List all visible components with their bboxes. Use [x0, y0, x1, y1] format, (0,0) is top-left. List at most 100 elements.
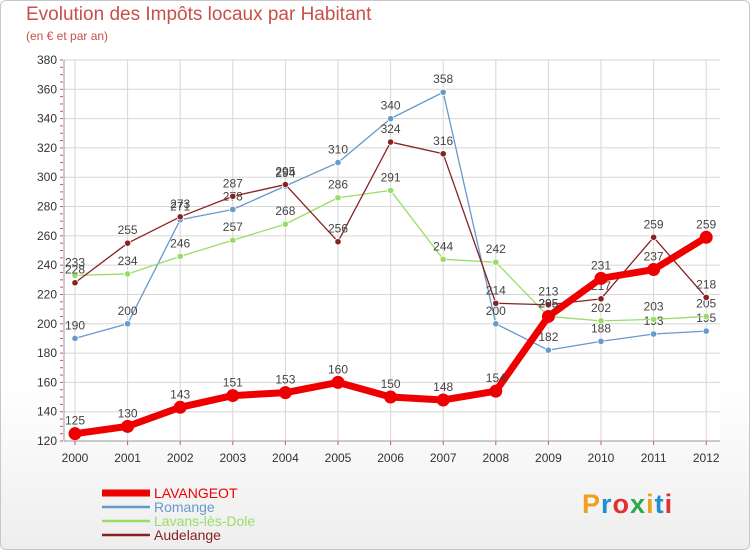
data-label-lavangeot: 150	[381, 377, 401, 391]
x-tick-label: 2010	[588, 451, 615, 465]
data-label-audelange: 273	[170, 197, 190, 211]
data-point-audelange	[229, 192, 237, 200]
data-point-romange	[597, 337, 605, 345]
data-label-audelange: 228	[65, 263, 85, 277]
data-point-audelange	[71, 279, 79, 287]
data-point-lavans-l-s-dole	[176, 252, 184, 260]
legend-label-romange: Romange	[154, 499, 215, 515]
x-tick-label: 2009	[535, 451, 562, 465]
data-label-audelange: 255	[118, 223, 138, 237]
y-tick-label: 140	[37, 405, 57, 419]
data-point-romange	[229, 205, 237, 214]
data-label-romange: 358	[433, 72, 453, 86]
data-label-lavangeot: 205	[538, 296, 558, 310]
data-point-lavangeot	[173, 400, 187, 414]
logo-letter: o	[612, 489, 631, 519]
data-label-lavangeot: 153	[275, 373, 295, 387]
y-tick-label: 360	[37, 82, 57, 96]
data-label-audelange: 259	[644, 217, 664, 231]
legend-label-lavans-l-s-dole: Lavans-lès-Dole	[154, 513, 255, 529]
logo-letter: P	[582, 489, 602, 519]
x-tick-label: 2003	[219, 451, 246, 465]
data-point-lavangeot	[278, 386, 292, 400]
data-label-audelange: 214	[486, 283, 506, 297]
data-point-audelange	[176, 213, 184, 221]
data-point-romange	[544, 346, 553, 354]
y-tick-label: 340	[37, 112, 57, 126]
proxiti-logo: Proxiti	[582, 489, 673, 520]
data-point-audelange	[124, 239, 132, 247]
data-point-lavangeot	[226, 389, 240, 403]
data-point-lavangeot	[68, 427, 82, 441]
data-label-audelange: 295	[275, 165, 295, 179]
data-label-lavangeot: 237	[644, 250, 664, 264]
y-tick-label: 300	[37, 170, 57, 184]
data-point-audelange	[702, 293, 710, 301]
data-label-lavans-l-s-dole: 202	[591, 301, 611, 315]
data-point-lavans-l-s-dole	[386, 186, 395, 195]
data-label-lavans-l-s-dole: 257	[223, 220, 243, 234]
logo-letter: t	[654, 489, 665, 519]
x-tick-label: 2005	[325, 451, 352, 465]
data-label-lavangeot: 154	[486, 371, 506, 385]
data-point-audelange	[386, 138, 395, 146]
data-label-lavans-l-s-dole: 244	[433, 239, 453, 253]
y-tick-label: 120	[37, 434, 57, 448]
data-point-romange	[702, 327, 710, 335]
data-label-lavans-l-s-dole: 286	[328, 178, 348, 192]
data-label-lavans-l-s-dole: 268	[275, 204, 295, 218]
data-point-lavangeot	[436, 393, 450, 407]
plot-area	[64, 60, 720, 441]
data-label-romange: 188	[591, 321, 611, 335]
data-label-lavangeot: 130	[118, 406, 138, 420]
data-point-romange	[649, 330, 658, 338]
data-point-audelange	[281, 180, 289, 189]
data-label-audelange: 218	[696, 277, 716, 291]
chart-title: Evolution des Impôts locaux par Habitant	[26, 4, 372, 25]
data-point-lavans-l-s-dole	[229, 236, 237, 244]
y-tick-label: 220	[37, 287, 57, 301]
data-label-audelange: 256	[328, 222, 348, 236]
data-point-romange	[386, 115, 395, 123]
data-point-audelange	[334, 238, 342, 246]
x-tick-label: 2007	[430, 451, 457, 465]
y-tick-label: 240	[37, 258, 57, 272]
data-point-lavangeot	[594, 271, 608, 285]
x-tick-label: 2002	[167, 451, 194, 465]
data-point-lavangeot	[121, 419, 135, 433]
data-point-romange	[124, 320, 132, 328]
logo-letter: i	[646, 489, 655, 519]
data-label-lavans-l-s-dole: 234	[118, 254, 138, 268]
data-label-romange: 200	[486, 304, 506, 318]
data-point-audelange	[649, 233, 658, 241]
data-point-romange	[334, 158, 342, 167]
data-label-romange: 200	[118, 304, 138, 318]
data-label-lavangeot: 148	[433, 380, 453, 394]
y-tick-label: 320	[37, 141, 57, 155]
data-label-lavans-l-s-dole: 203	[644, 299, 664, 313]
data-point-lavans-l-s-dole	[492, 258, 500, 266]
x-tick-label: 2000	[62, 451, 89, 465]
chart-subtitle: (en € et par an)	[26, 29, 109, 43]
data-label-audelange: 316	[433, 134, 453, 148]
data-point-lavangeot	[647, 263, 661, 277]
data-label-romange: 190	[65, 318, 85, 332]
data-label-lavangeot: 259	[696, 217, 716, 231]
data-point-romange	[71, 334, 79, 343]
y-tick-label: 260	[37, 229, 57, 243]
data-label-romange: 310	[328, 143, 348, 157]
data-point-lavans-l-s-dole	[439, 255, 447, 263]
data-label-lavans-l-s-dole: 246	[170, 236, 190, 250]
data-label-lavangeot: 143	[170, 387, 190, 401]
y-tick-label: 200	[37, 317, 57, 331]
y-tick-label: 180	[37, 346, 57, 360]
data-label-romange: 294	[275, 166, 295, 180]
data-point-audelange	[439, 150, 447, 158]
data-point-lavans-l-s-dole	[597, 317, 605, 325]
y-tick-label: 160	[37, 375, 57, 389]
data-point-lavans-l-s-dole	[334, 194, 342, 202]
data-label-romange: 182	[538, 330, 558, 344]
logo-letter: r	[601, 489, 613, 519]
data-point-romange	[492, 320, 500, 328]
